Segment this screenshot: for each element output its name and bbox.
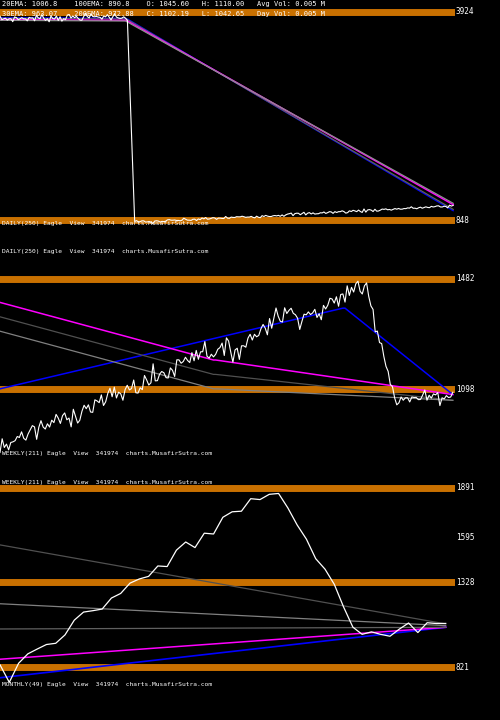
Text: 821: 821 <box>456 663 470 672</box>
Text: DAILY(250) Eagle  View  341974  charts.MusafirSutra.com: DAILY(250) Eagle View 341974 charts.Musa… <box>2 221 208 226</box>
Text: DAILY(250) Eagle  View  341974  charts.MusafirSutra.com: DAILY(250) Eagle View 341974 charts.Musa… <box>2 249 209 254</box>
Text: MONTHLY(49) Eagle  View  341974  charts.MusafirSutra.com: MONTHLY(49) Eagle View 341974 charts.Mus… <box>2 682 212 687</box>
Text: 848: 848 <box>456 216 470 225</box>
Text: 20EMA: 1006.8    100EMA: 890.8    O: 1045.60   H: 1110.00   Avg Vol: 0.005 M: 20EMA: 1006.8 100EMA: 890.8 O: 1045.60 H… <box>2 1 326 7</box>
Text: 1891: 1891 <box>456 483 474 492</box>
Text: 1328: 1328 <box>456 577 474 587</box>
Text: 1595: 1595 <box>456 533 474 542</box>
Text: 30EMA: 963.07    200EMA: 972.88   C: 1102.19   L: 1042.65   Day Vol: 0.005 M: 30EMA: 963.07 200EMA: 972.88 C: 1102.19 … <box>2 11 326 17</box>
Text: 1098: 1098 <box>456 385 474 394</box>
Text: 1482: 1482 <box>456 274 474 283</box>
Text: 3924: 3924 <box>456 7 474 17</box>
Text: WEEKLY(211) Eagle  View  341974  charts.MusafirSutra.com: WEEKLY(211) Eagle View 341974 charts.Mus… <box>2 480 212 485</box>
Text: WEEKLY(211) Eagle  View  341974  charts.MusafirSutra.com: WEEKLY(211) Eagle View 341974 charts.Mus… <box>2 451 212 456</box>
